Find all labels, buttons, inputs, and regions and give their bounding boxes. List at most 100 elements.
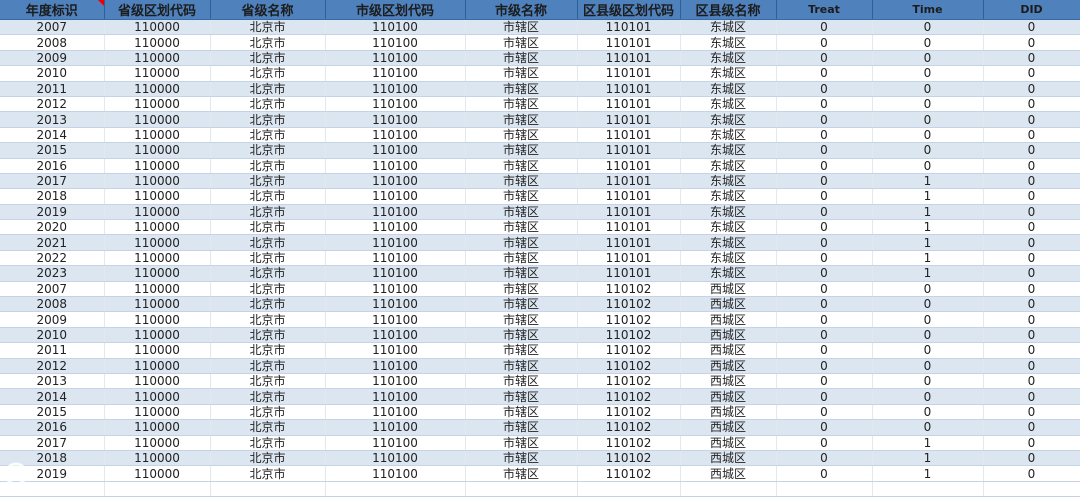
cell[interactable]: 0 [872,404,984,421]
cell[interactable]: 0 [983,388,1080,405]
cell[interactable]: 110101 [577,173,681,190]
cell[interactable]: 110100 [325,111,466,128]
cell[interactable]: 1 [872,265,984,282]
cell[interactable]: 110100 [325,50,466,67]
cell[interactable]: 110000 [104,65,211,82]
cell[interactable]: 110000 [104,296,211,313]
cell[interactable]: 0 [983,373,1080,390]
cell[interactable]: 0 [776,404,873,421]
cell[interactable]: 110101 [577,204,681,221]
cell[interactable]: 0 [983,265,1080,282]
cell[interactable]: 西城区 [680,465,777,482]
cell[interactable]: 0 [983,419,1080,436]
cell[interactable]: 北京市 [210,34,326,51]
cell[interactable]: 北京市 [210,219,326,236]
cell[interactable]: 0 [776,188,873,205]
cell[interactable]: 110100 [325,358,466,374]
cell[interactable]: 110000 [104,142,211,159]
cell[interactable]: 110101 [577,34,681,51]
cell[interactable]: 市辖区 [465,219,578,236]
cell[interactable]: 0 [983,281,1080,298]
cell[interactable]: 2022 [0,250,105,267]
cell[interactable]: 0 [872,142,984,159]
cell[interactable]: 110100 [325,96,466,113]
cell[interactable]: 0 [776,250,873,267]
cell[interactable]: 0 [983,96,1080,113]
cell[interactable]: 110100 [325,19,466,36]
cell[interactable]: 市辖区 [465,188,578,205]
cell[interactable]: 市辖区 [465,127,578,144]
cell[interactable]: 西城区 [680,450,777,467]
cell[interactable]: 东城区 [680,234,777,251]
cell[interactable]: 110102 [577,327,681,344]
column-header[interactable]: 市级区划代码 [325,0,466,20]
cell[interactable]: 2008 [0,296,105,313]
cell[interactable]: 110102 [577,342,681,359]
cell[interactable]: 2011 [0,342,105,359]
cell[interactable]: 0 [983,404,1080,421]
cell[interactable]: 110000 [104,311,211,328]
cell[interactable]: 2018 [0,450,105,467]
cell[interactable]: 0 [776,50,873,67]
cell[interactable]: 0 [776,219,873,236]
cell[interactable]: 0 [872,34,984,51]
cell[interactable]: 0 [983,219,1080,236]
cell[interactable]: 1 [872,173,984,190]
cell[interactable]: 110100 [325,373,466,390]
cell[interactable]: 2015 [0,142,105,159]
cell[interactable]: 北京市 [210,373,326,390]
cell[interactable]: 0 [872,111,984,128]
cell[interactable]: 市辖区 [465,19,578,36]
cell[interactable]: 2023 [0,265,105,282]
cell[interactable]: 市辖区 [465,234,578,251]
cell[interactable]: 2011 [0,81,105,97]
cell[interactable]: 0 [776,419,873,436]
cell[interactable]: 0 [983,435,1080,451]
column-header[interactable]: 区县级名称 [680,0,777,20]
cell[interactable]: 110101 [577,65,681,82]
cell[interactable]: 110100 [325,435,466,451]
cell[interactable]: 北京市 [210,388,326,405]
cell[interactable]: 北京市 [210,19,326,36]
cell[interactable]: 市辖区 [465,388,578,405]
cell[interactable]: 110100 [325,250,466,267]
cell[interactable]: 0 [872,419,984,436]
cell[interactable]: 110100 [325,281,466,298]
cell[interactable]: 西城区 [680,281,777,298]
cell[interactable] [210,481,326,498]
cell[interactable]: 0 [776,173,873,190]
cell[interactable]: 0 [776,311,873,328]
cell[interactable]: 110101 [577,81,681,97]
cell[interactable]: 东城区 [680,65,777,82]
cell[interactable]: 110100 [325,81,466,97]
cell[interactable]: 0 [776,234,873,251]
cell[interactable]: 0 [983,296,1080,313]
cell[interactable]: 0 [983,342,1080,359]
cell[interactable]: 110000 [104,173,211,190]
cell[interactable]: 0 [872,327,984,344]
cell[interactable]: 110100 [325,219,466,236]
cell[interactable]: 110000 [104,435,211,451]
cell[interactable]: 110102 [577,281,681,298]
cell[interactable]: 0 [983,204,1080,221]
cell[interactable]: 110100 [325,127,466,144]
cell[interactable]: 市辖区 [465,81,578,97]
cell[interactable]: 西城区 [680,296,777,313]
cell[interactable]: 110100 [325,188,466,205]
cell[interactable]: 110000 [104,373,211,390]
cell[interactable]: 东城区 [680,96,777,113]
cell[interactable]: 北京市 [210,419,326,436]
cell[interactable]: 西城区 [680,327,777,344]
cell[interactable]: 北京市 [210,435,326,451]
cell[interactable]: 110101 [577,19,681,36]
cell[interactable]: 2015 [0,404,105,421]
cell[interactable]: 2020 [0,219,105,236]
cell[interactable]: 市辖区 [465,34,578,51]
cell[interactable]: 北京市 [210,81,326,97]
cell[interactable]: 0 [872,311,984,328]
cell[interactable]: 东城区 [680,142,777,159]
cell[interactable]: 110100 [325,158,466,174]
cell[interactable]: 0 [776,435,873,451]
cell[interactable]: 东城区 [680,127,777,144]
cell[interactable]: 2007 [0,19,105,36]
